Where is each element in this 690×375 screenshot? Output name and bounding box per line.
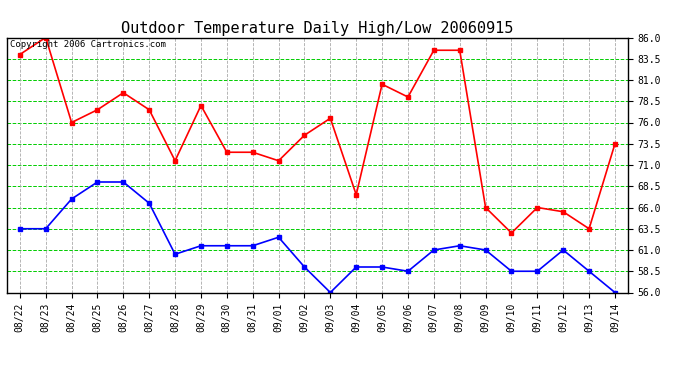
Title: Outdoor Temperature Daily High/Low 20060915: Outdoor Temperature Daily High/Low 20060… (121, 21, 513, 36)
Text: Copyright 2006 Cartronics.com: Copyright 2006 Cartronics.com (10, 40, 166, 49)
